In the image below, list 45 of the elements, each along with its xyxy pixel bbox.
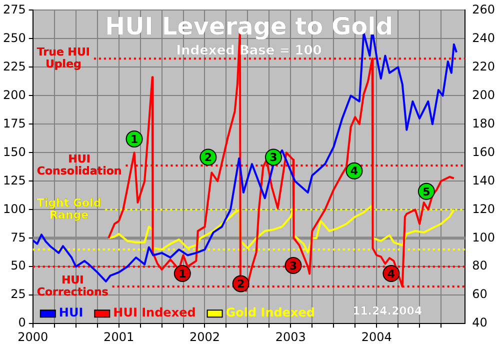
y-tick-label: 200 — [3, 88, 26, 102]
y2-tick-label: 240 — [472, 30, 495, 45]
y2-tick-label: 160 — [472, 144, 495, 159]
y2-tick-label: 80 — [472, 258, 488, 273]
y-tick-label: 250 — [3, 30, 26, 45]
legend-label: Gold Indexed — [226, 306, 315, 320]
y2-tick-label: 220 — [472, 59, 495, 74]
y2-tick-label: 200 — [472, 88, 495, 102]
y-tick-label: 100 — [3, 202, 26, 216]
y2-tick-label: 180 — [472, 116, 495, 130]
y-tick-label: 225 — [3, 59, 26, 74]
y2-tick-label: 120 — [472, 202, 495, 216]
y2-tick-label: 100 — [472, 230, 495, 244]
annotation: 1 — [130, 132, 138, 146]
y-tick-label: 150 — [3, 144, 26, 159]
y2-tick-label: 140 — [472, 173, 495, 188]
x-tick-label: 2000 — [18, 330, 48, 344]
legend-label: HUI — [58, 306, 84, 320]
annotation: 3 — [270, 151, 278, 164]
annotation: 4 — [350, 164, 358, 178]
y2-tick-label: 60 — [472, 287, 488, 302]
ref-line-label: True HUI Upleg — [36, 45, 90, 70]
annotation: 2 — [237, 278, 245, 291]
ref-line-label: HUI Corrections — [36, 273, 109, 298]
x-tick-label: 2004 — [361, 330, 392, 344]
x-tick-label: 2001 — [104, 330, 134, 344]
y-tick-label: 25 — [10, 287, 26, 302]
ref-line-label: Tight Gold Range — [36, 196, 102, 222]
annotation: 2 — [204, 151, 212, 164]
ref-line-label: HUI Consolidation — [36, 152, 122, 178]
y2-tick-label: 260 — [472, 2, 495, 16]
y-tick-label: 275 — [3, 2, 26, 16]
y-tick-label: 175 — [3, 116, 26, 130]
y-tick-label: 50 — [10, 258, 26, 273]
y2-tick-label: 40 — [472, 316, 488, 330]
legend-label: HUI Indexed — [113, 306, 196, 320]
x-tick-label: 2003 — [275, 330, 306, 344]
annotation: 3 — [289, 259, 298, 272]
y-tick-label: 0 — [18, 316, 26, 330]
annotation: 4 — [387, 267, 396, 280]
x-tick-label: 2002 — [189, 330, 220, 344]
y-tick-label: 75 — [10, 230, 26, 244]
annotation: 1 — [178, 267, 186, 280]
annotation: 5 — [422, 185, 430, 198]
y-tick-label: 125 — [3, 173, 26, 188]
